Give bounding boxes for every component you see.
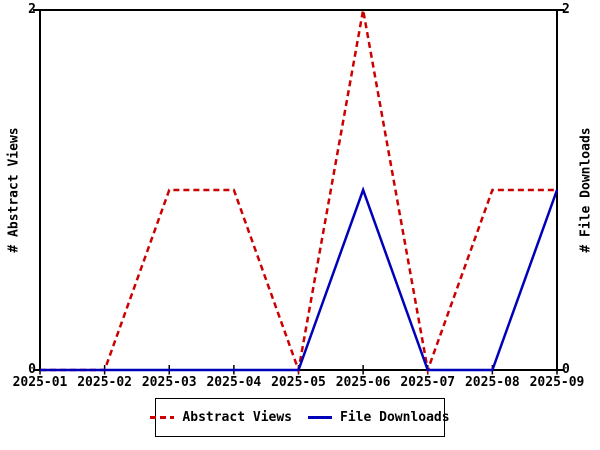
- legend-line-sample-file-downloads: [308, 416, 332, 419]
- y-tick-label-left: 0: [28, 362, 36, 377]
- x-tick-label: 2025-09: [529, 375, 585, 390]
- series-line-abstract-views: [40, 9, 557, 375]
- legend-label-abstract-views: Abstract Views: [182, 410, 292, 425]
- y-tick-label-left: 2: [28, 2, 36, 17]
- legend-item-file-downloads: File Downloads: [308, 410, 450, 425]
- y-tick-label-right: 2: [562, 2, 570, 17]
- legend: Abstract Views File Downloads: [150, 398, 450, 437]
- x-tick-label: 2025-08: [464, 375, 520, 390]
- y-axis-label-left: # Abstract Views: [6, 127, 22, 253]
- y-tick-label-right: 0: [562, 362, 570, 377]
- x-tick-label: 2025-07: [400, 375, 456, 390]
- x-tick-label: 2025-02: [77, 375, 133, 390]
- x-tick-label: 2025-03: [141, 375, 197, 390]
- x-tick-label: 2025-05: [271, 375, 326, 390]
- x-tick-label: 2025-04: [206, 375, 262, 390]
- legend-item-abstract-views: Abstract Views: [150, 410, 292, 425]
- legend-label-file-downloads: File Downloads: [340, 410, 450, 425]
- x-tick-label: 2025-06: [335, 375, 391, 390]
- x-tick-label: 2025-01: [12, 375, 68, 390]
- plot-border: [39, 9, 558, 371]
- series-line-file-downloads: [40, 186, 559, 372]
- legend-line-sample-abstract-views: [150, 416, 175, 419]
- y-axis-label-right: # File Downloads: [578, 127, 594, 253]
